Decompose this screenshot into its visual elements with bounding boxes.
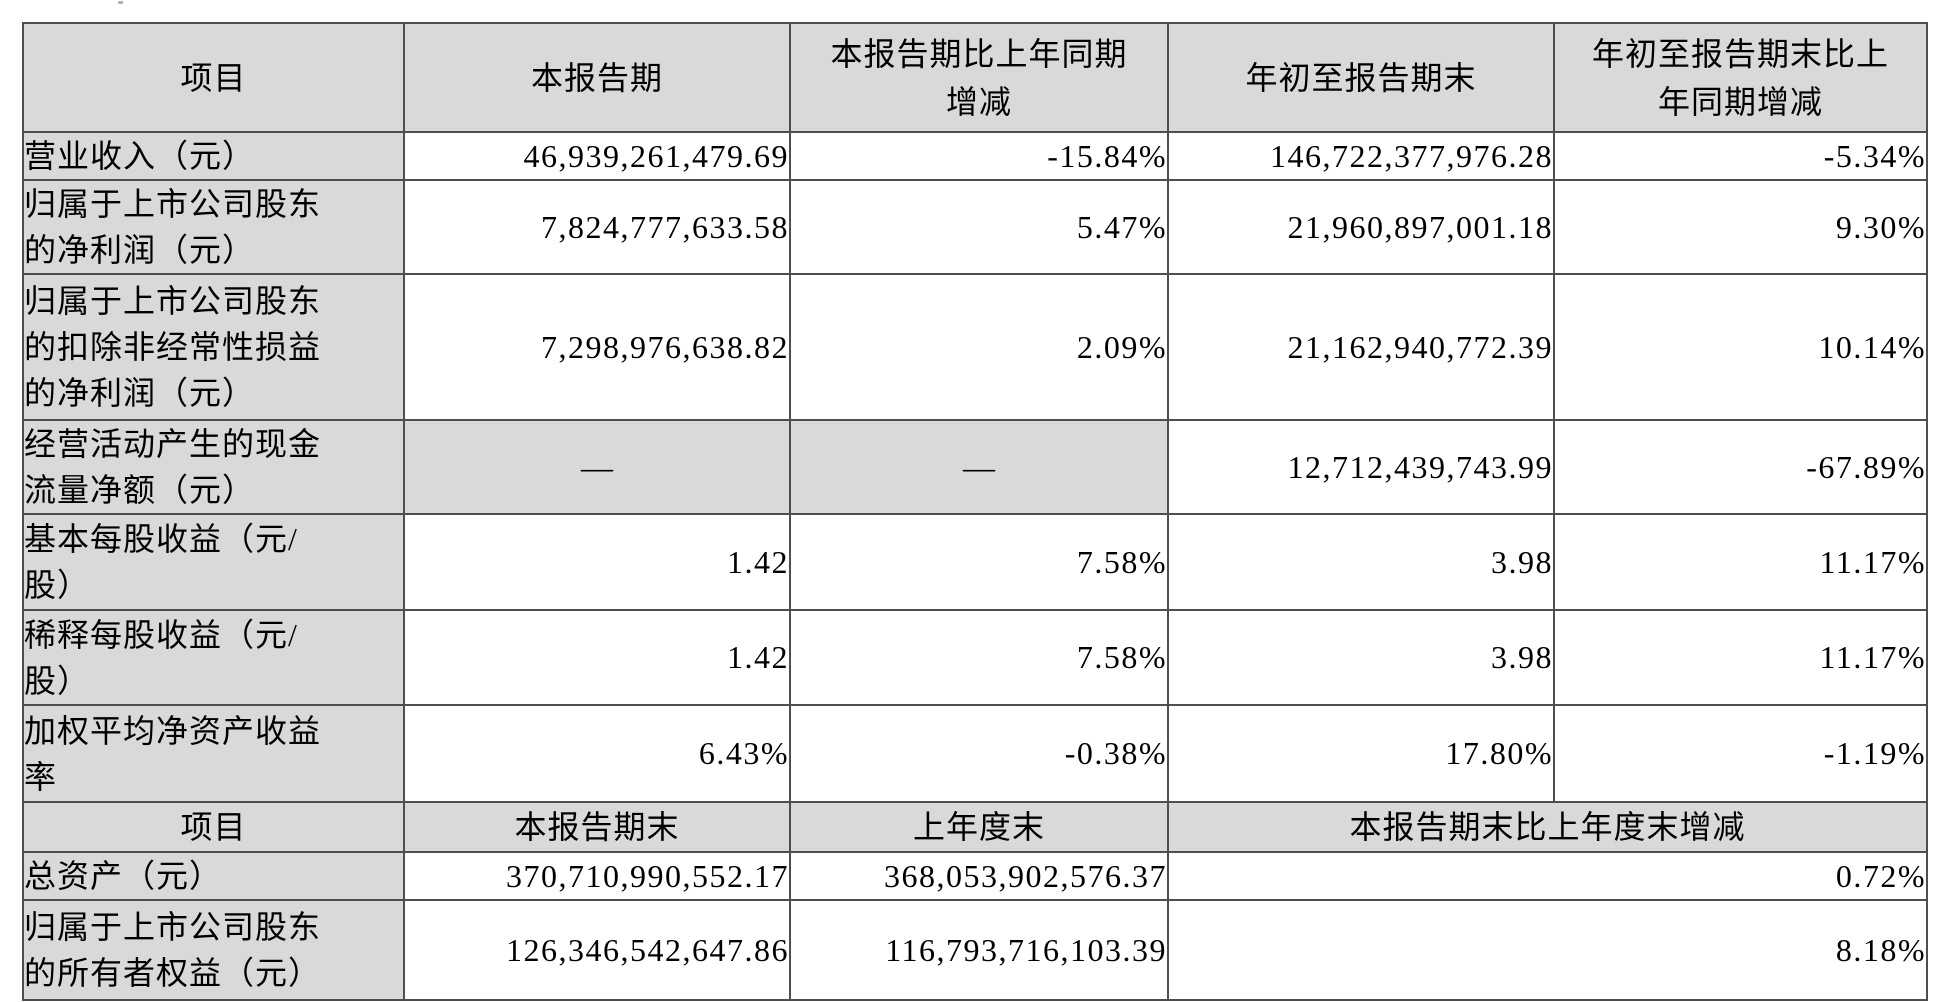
value-cell: 1.42 [403, 609, 791, 706]
header-cell-ytd-yoy-change: 年初至报告期末比上 年同期增减 [1553, 22, 1928, 133]
label-cell: 营业收入（元） [22, 131, 405, 181]
value-cell: 21,162,940,772.39 [1167, 273, 1555, 421]
value-cell: -67.89% [1553, 419, 1928, 515]
label-cell: 归属于上市公司股东 的所有者权益（元） [22, 899, 405, 1001]
value-cell: 370,710,990,552.17 [403, 851, 791, 901]
value-cell: 17.80% [1167, 704, 1555, 803]
value-cell: 126,346,542,647.86 [403, 899, 791, 1001]
dash-cell: — [403, 419, 791, 515]
value-cell: 368,053,902,576.37 [789, 851, 1169, 901]
value-cell: 6.43% [403, 704, 791, 803]
value-cell: 0.72% [1167, 851, 1928, 901]
label-cell: 归属于上市公司股东 的扣除非经常性损益 的净利润（元） [22, 273, 405, 421]
label-cell: 归属于上市公司股东 的净利润（元） [22, 179, 405, 275]
value-cell: 11.17% [1553, 513, 1928, 611]
value-cell: 5.47% [789, 179, 1169, 275]
table-row-weighted-avg-roe: 加权平均净资产收益 率 6.43% -0.38% 17.80% -1.19% [22, 704, 1928, 803]
value-cell: -1.19% [1553, 704, 1928, 803]
table-row-total-assets: 总资产（元） 370,710,990,552.17 368,053,902,57… [22, 851, 1928, 901]
value-cell: 7,824,777,633.58 [403, 179, 791, 275]
value-cell: 7,298,976,638.82 [403, 273, 791, 421]
label-cell: 经营活动产生的现金 流量净额（元） [22, 419, 405, 515]
value-cell: 46,939,261,479.69 [403, 131, 791, 181]
value-cell: 3.98 [1167, 609, 1555, 706]
value-cell: -15.84% [789, 131, 1169, 181]
value-cell: 21,960,897,001.18 [1167, 179, 1555, 275]
header-cell-item-2: 项目 [22, 801, 405, 853]
value-cell: 7.58% [789, 609, 1169, 706]
header-cell-ytd: 年初至报告期末 [1167, 22, 1555, 133]
table-row-operating-revenue: 营业收入（元） 46,939,261,479.69 -15.84% 146,72… [22, 131, 1928, 181]
value-cell: 11.17% [1553, 609, 1928, 706]
label-cell: 基本每股收益（元/ 股） [22, 513, 405, 611]
header-row-quarterly: 项目 本报告期 本报告期比上年同期 增减 年初至报告期末 年初至报告期末比上 年… [22, 22, 1928, 133]
table-row-diluted-eps: 稀释每股收益（元/ 股） 1.42 7.58% 3.98 11.17% [22, 609, 1928, 706]
label-cell: 总资产（元） [22, 851, 405, 901]
table-row-operating-cash-flow: 经营活动产生的现金 流量净额（元） — — 12,712,439,743.99 … [22, 419, 1928, 515]
stray-text-fragment [118, 1, 123, 4]
value-cell: -5.34% [1553, 131, 1928, 181]
label-cell: 稀释每股收益（元/ 股） [22, 609, 405, 706]
value-cell: 12,712,439,743.99 [1167, 419, 1555, 515]
value-cell: 3.98 [1167, 513, 1555, 611]
header-cell-item: 项目 [22, 22, 405, 133]
label-cell: 加权平均净资产收益 率 [22, 704, 405, 803]
header-cell-period-end: 本报告期末 [403, 801, 791, 853]
key-financial-indicators-table: 项目 本报告期 本报告期比上年同期 增减 年初至报告期末 年初至报告期末比上 年… [22, 22, 1928, 1001]
table-row-equity-attributable: 归属于上市公司股东 的所有者权益（元） 126,346,542,647.86 1… [22, 899, 1928, 1001]
header-row-period-end: 项目 本报告期末 上年度末 本报告期末比上年度末增减 [22, 801, 1928, 853]
value-cell: 10.14% [1553, 273, 1928, 421]
table-row-net-profit-attributable: 归属于上市公司股东 的净利润（元） 7,824,777,633.58 5.47%… [22, 179, 1928, 275]
header-cell-prev-year-end: 上年度末 [789, 801, 1169, 853]
value-cell: 116,793,716,103.39 [789, 899, 1169, 1001]
table-row-basic-eps: 基本每股收益（元/ 股） 1.42 7.58% 3.98 11.17% [22, 513, 1928, 611]
header-cell-current-period: 本报告期 [403, 22, 791, 133]
value-cell: -0.38% [789, 704, 1169, 803]
value-cell: 8.18% [1167, 899, 1928, 1001]
header-cell-end-vs-prev-change: 本报告期末比上年度末增减 [1167, 801, 1928, 853]
value-cell: 7.58% [789, 513, 1169, 611]
value-cell: 146,722,377,976.28 [1167, 131, 1555, 181]
value-cell: 1.42 [403, 513, 791, 611]
dash-cell: — [789, 419, 1169, 515]
value-cell: 2.09% [789, 273, 1169, 421]
header-cell-yoy-change: 本报告期比上年同期 增减 [789, 22, 1169, 133]
table-row-net-profit-excl-nonrecurring: 归属于上市公司股东 的扣除非经常性损益 的净利润（元） 7,298,976,63… [22, 273, 1928, 421]
value-cell: 9.30% [1553, 179, 1928, 275]
